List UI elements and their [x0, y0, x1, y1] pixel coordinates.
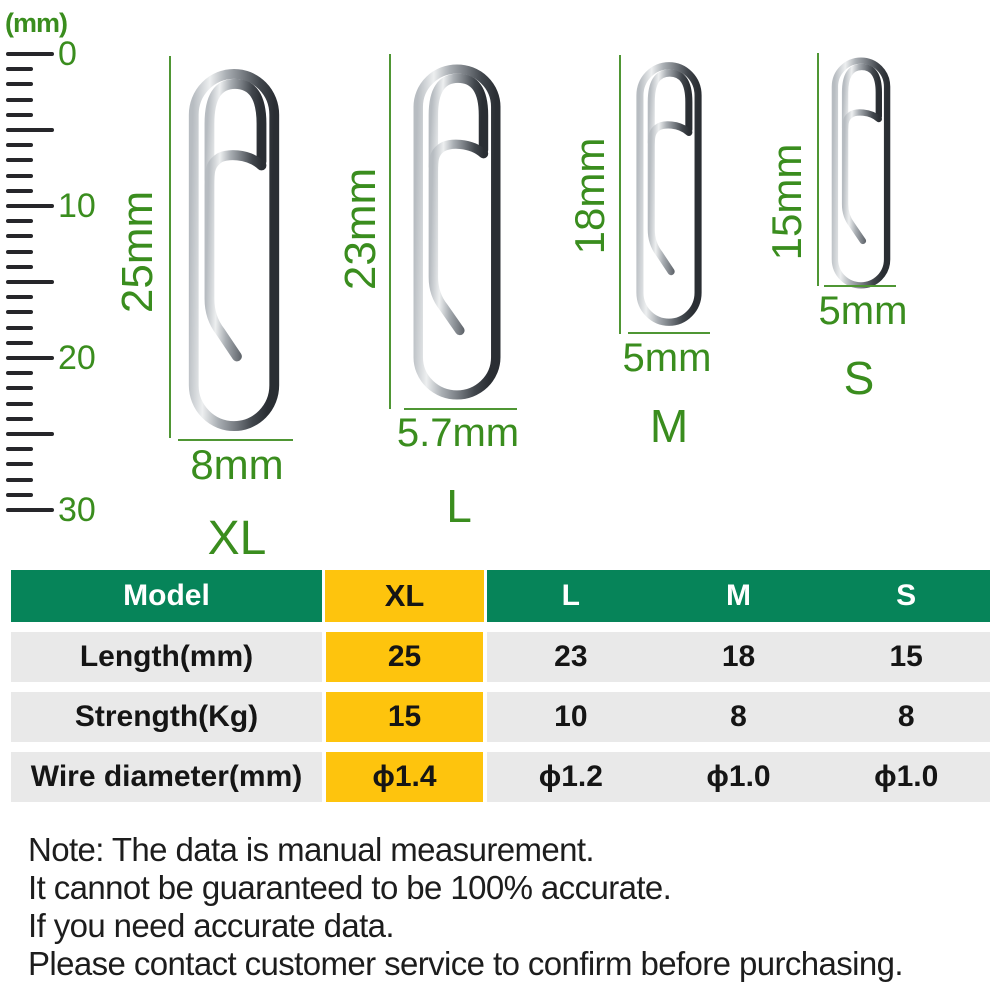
table-cell-r2-c1: ϕ1.2 — [487, 752, 655, 802]
ruler-tick — [6, 158, 33, 163]
snap-clip-photo-l — [405, 58, 509, 406]
width-label-m: 5mm — [622, 336, 712, 380]
ruler-tick — [6, 82, 33, 87]
ruler-tick — [6, 447, 33, 452]
ruler-tick — [6, 325, 33, 330]
width-dim-line-s — [824, 285, 896, 287]
ruler-tick — [6, 340, 33, 345]
ruler-tick — [6, 143, 33, 148]
ruler-tick — [6, 128, 54, 132]
height-label-xl: 25mm — [113, 190, 162, 314]
ruler-tick — [6, 432, 54, 436]
ruler-tick — [6, 477, 33, 482]
height-label-s: 15mm — [763, 143, 810, 261]
width-label-xl: 8mm — [190, 441, 284, 488]
ruler-tick — [6, 280, 54, 284]
ruler-number: 0 — [58, 35, 77, 73]
ruler-tick — [6, 204, 54, 208]
spec-table: Model XL L M S Length(mm) 25 23 18 15 Strength(Kg)… — [11, 570, 991, 812]
table-header-xl: XL — [322, 570, 487, 622]
height-dim-line-s — [817, 53, 819, 286]
size-label-m: M — [649, 400, 689, 452]
size-label-l: L — [446, 480, 472, 532]
table-cell-r0-c1: 23 — [487, 632, 655, 682]
ruler-tick — [6, 173, 33, 178]
ruler-tick — [6, 401, 33, 406]
ruler-tick — [6, 508, 54, 512]
table-cell-r0-c0: 25 — [322, 632, 487, 682]
width-label-l: 5.7mm — [396, 411, 520, 455]
ruler-tick — [6, 416, 33, 421]
table-cell-r2-c0: ϕ1.4 — [322, 752, 487, 802]
note-line-3: If you need accurate data. — [28, 907, 395, 944]
table-cell-r1-c0: 15 — [322, 692, 487, 742]
note-line-4: Please contact customer service to confi… — [28, 945, 904, 982]
table-row-label-2: Wire diameter(mm) — [11, 752, 322, 802]
table-header-l: L — [487, 570, 655, 622]
table-cell-r0-c3: 15 — [822, 632, 991, 682]
ruler-tick — [6, 67, 33, 72]
table-header-model: Model — [11, 570, 322, 622]
ruler-tick — [6, 371, 33, 376]
spec-table-row: Wire diameter(mm) ϕ1.4 ϕ1.2 ϕ1.0 ϕ1.0 — [11, 752, 991, 802]
ruler-tick — [6, 462, 33, 467]
note-line-1: Note: The data is manual measurement. — [28, 831, 595, 868]
ruler-tick — [6, 386, 33, 391]
height-dim-line-l — [389, 54, 391, 409]
table-header-s: S — [822, 570, 991, 622]
height-dim-line-m — [619, 55, 621, 334]
ruler-tick — [6, 52, 54, 56]
ruler-unit-label: (mm) — [5, 8, 68, 38]
ruler-tick — [6, 249, 33, 254]
height-label-l: 23mm — [336, 167, 385, 291]
ruler-tick — [6, 356, 54, 360]
ruler-tick — [6, 219, 33, 224]
ruler-number: 10 — [58, 187, 96, 225]
ruler-tick — [6, 97, 33, 102]
ruler-tick — [6, 492, 33, 497]
ruler-tick — [6, 264, 33, 269]
table-row-label-1: Strength(Kg) — [11, 692, 322, 742]
snap-clip-photo-xl — [180, 62, 288, 438]
ruler-tick — [6, 295, 33, 300]
ruler-tick — [6, 188, 33, 193]
table-cell-r0-c2: 18 — [654, 632, 823, 682]
snap-clip-photo-s — [826, 53, 896, 293]
width-dim-line-xl — [178, 439, 293, 441]
table-cell-r1-c3: 8 — [822, 692, 991, 742]
size-label-s: S — [843, 352, 875, 404]
size-label-xl: XL — [207, 512, 267, 565]
width-dim-line-m — [628, 332, 710, 334]
snap-clip-photo-m — [630, 57, 708, 331]
width-dim-line-l — [404, 408, 517, 410]
table-cell-r1-c2: 8 — [654, 692, 823, 742]
width-label-s: 5mm — [818, 289, 908, 333]
spec-table-row: Strength(Kg) 15 10 8 8 — [11, 692, 991, 742]
table-cell-r2-c2: ϕ1.0 — [654, 752, 823, 802]
table-cell-r2-c3: ϕ1.0 — [822, 752, 991, 802]
spec-table-header-row: Model XL L M S — [11, 570, 991, 622]
table-cell-r1-c1: 10 — [487, 692, 655, 742]
ruler-number: 20 — [58, 339, 96, 377]
note-block: Note: The data is manual measurement. It… — [28, 831, 904, 983]
height-label-m: 18mm — [566, 137, 613, 255]
spec-table-row: Length(mm) 25 23 18 15 — [11, 632, 991, 682]
ruler-number: 30 — [58, 491, 96, 529]
table-row-label-0: Length(mm) — [11, 632, 322, 682]
height-dim-line-xl — [169, 56, 171, 438]
table-header-m: M — [654, 570, 823, 622]
ruler-tick — [6, 234, 33, 239]
ruler-tick — [6, 112, 33, 117]
ruler-tick — [6, 310, 33, 315]
note-line-2: It cannot be guaranteed to be 100% accur… — [28, 869, 672, 906]
